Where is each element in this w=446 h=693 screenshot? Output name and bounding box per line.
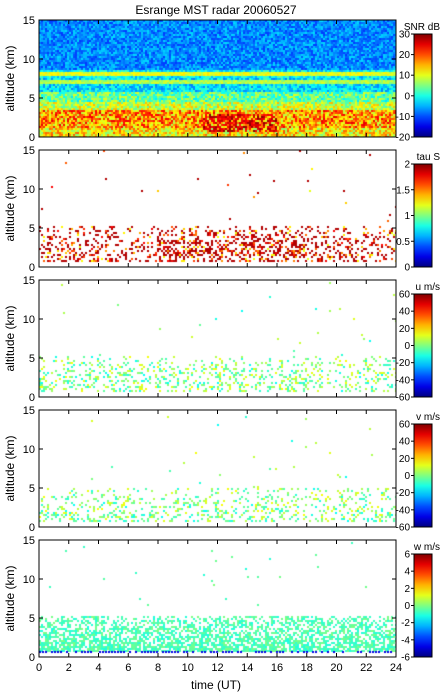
x-tick-label: 6 <box>125 662 131 674</box>
x-tick-label: 0 <box>36 662 42 674</box>
colorbar-tick-label: 0 <box>404 91 410 102</box>
colorbar-tick-label: -60 <box>396 523 411 534</box>
y-tick-label: 15 <box>23 145 35 157</box>
x-tick-label: 18 <box>301 662 313 674</box>
x-tick-label: 20 <box>330 662 342 674</box>
colorbar-tick-label: -20 <box>396 488 411 499</box>
y-axis-label: altitude (km) <box>3 435 17 501</box>
colorbar-tick-label: 0 <box>404 471 410 482</box>
colorbar <box>413 33 433 138</box>
colorbar-tick-label: -40 <box>396 505 411 516</box>
y-tick-label: 0 <box>29 652 35 664</box>
colorbar-label: w m/s <box>413 542 440 553</box>
colorbar-tick-label: 0.5 <box>396 237 410 248</box>
y-tick-label: 10 <box>23 574 35 586</box>
colorbar-tick-label: 0 <box>404 601 410 612</box>
colorbar-tick-label: 4 <box>404 567 410 578</box>
colorbar-label: u m/s <box>416 282 440 293</box>
panel-2: 0 5 10 15 altitude (km) tau S 0 0.5 1 1.5 2 <box>3 145 440 274</box>
y-tick-label: 15 <box>23 535 35 547</box>
y-tick-label: 5 <box>29 483 35 495</box>
x-tick-label: 8 <box>155 662 161 674</box>
colorbar-tick-label: 2 <box>404 584 410 595</box>
colorbar-label: SNR dB <box>404 22 440 33</box>
y-tick-label: 0 <box>29 522 35 534</box>
heatmap-image <box>39 540 396 657</box>
colorbar-tick-label: -40 <box>396 375 411 386</box>
colorbar-tick-label: 40 <box>399 437 411 448</box>
colorbar-tick-label: -10 <box>396 112 411 123</box>
colorbar-tick-label: 30 <box>399 30 411 41</box>
colorbar-tick-label: 1.5 <box>396 185 410 196</box>
x-tick-label: 4 <box>95 662 101 674</box>
y-axis-label: altitude (km) <box>3 305 17 371</box>
colorbar-tick-label: 20 <box>399 454 411 465</box>
colorbar-label: v m/s <box>416 412 440 423</box>
y-tick-label: 0 <box>29 262 35 274</box>
heatmap-image <box>39 410 396 527</box>
x-tick-label: 24 <box>390 662 402 674</box>
colorbar-tick-label: -20 <box>396 133 411 144</box>
colorbar-tick-label: 1 <box>404 211 410 222</box>
chart-title: Esrange MST radar 20060527 <box>135 3 297 17</box>
colorbar-tick-label: -20 <box>396 358 411 369</box>
colorbar-tick-label: 20 <box>399 50 411 61</box>
y-tick-label: 15 <box>23 275 35 287</box>
y-tick-label: 10 <box>23 444 35 456</box>
x-tick-label: 12 <box>211 662 223 674</box>
y-tick-label: 10 <box>23 54 35 66</box>
colorbar-tick-label: 10 <box>399 71 411 82</box>
y-tick-label: 5 <box>29 93 35 105</box>
y-tick-label: 5 <box>29 223 35 235</box>
y-tick-label: 10 <box>23 314 35 326</box>
panel-3: 0 5 10 15 altitude (km) u m/s -60 -40 -20 0 20 40 60 <box>3 275 440 404</box>
colorbar-tick-label: 0 <box>404 263 410 274</box>
colorbar-tick-label: 6 <box>404 550 410 561</box>
colorbar <box>413 423 433 528</box>
x-tick-label: 16 <box>271 662 283 674</box>
x-tick-label: 14 <box>241 662 253 674</box>
y-tick-label: 15 <box>23 15 35 27</box>
panel-4: 0 5 10 15 altitude (km) v m/s -60 -40 -20 0 20 40 60 <box>3 405 440 534</box>
x-tick-label: 22 <box>360 662 372 674</box>
colorbar-label: tau S <box>417 152 441 163</box>
colorbar-tick-label: -4 <box>401 635 410 646</box>
colorbar-tick-label: 40 <box>399 307 411 318</box>
colorbar <box>413 163 433 268</box>
x-tick-label: 2 <box>66 662 72 674</box>
heatmap-image <box>39 150 396 267</box>
heatmap-image <box>39 280 396 397</box>
panel-1: 0 5 10 15 altitude (km) SNR dB -20 -10 0 10 20 30 <box>3 15 440 144</box>
x-tick-label: 10 <box>182 662 194 674</box>
y-tick-label: 10 <box>23 184 35 196</box>
y-tick-label: 0 <box>29 132 35 144</box>
y-tick-label: 5 <box>29 353 35 365</box>
colorbar-tick-label: 20 <box>399 324 411 335</box>
heatmap-image <box>39 20 396 137</box>
y-axis-label: altitude (km) <box>3 175 17 241</box>
colorbar <box>413 293 433 398</box>
colorbar-tick-label: 2 <box>404 160 410 171</box>
y-tick-label: 15 <box>23 405 35 417</box>
colorbar-tick-label: 0 <box>404 341 410 352</box>
y-axis-label: altitude (km) <box>3 45 17 111</box>
y-tick-label: 5 <box>29 613 35 625</box>
colorbar-tick-label: -60 <box>396 393 411 404</box>
colorbar-tick-label: 60 <box>399 420 411 431</box>
y-tick-label: 0 <box>29 392 35 404</box>
colorbar-tick-label: -6 <box>401 653 410 664</box>
x-axis-label: time (UT) <box>191 678 241 692</box>
y-axis-label: altitude (km) <box>3 565 17 631</box>
colorbar-tick-label: 60 <box>399 290 411 301</box>
colorbar <box>413 553 433 658</box>
colorbar-tick-label: -2 <box>401 618 410 629</box>
